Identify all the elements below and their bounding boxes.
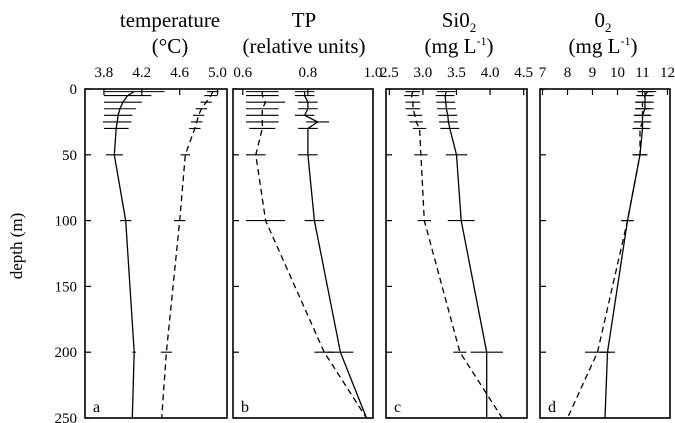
panel-b-x-tick-label: 1.0 <box>364 65 383 81</box>
panel-b-x-tick-label: 0.6 <box>233 65 252 81</box>
y-tick-label: 150 <box>55 279 78 295</box>
panel-c-units: (mg L-1) <box>425 34 494 58</box>
panel-c-frame <box>385 88 528 419</box>
panel-d-title-main: 0 <box>595 8 606 32</box>
panel-d-series-solid <box>604 91 649 419</box>
panel-d-x-tick-label: 12 <box>660 65 675 81</box>
panel-a-x-tick-label: 4.6 <box>170 65 189 81</box>
y-axis-label: depth (m) <box>7 213 26 280</box>
panel-d-letter: d <box>548 399 556 416</box>
panel-c-x-tick-label: 2.5 <box>380 65 399 81</box>
panel-c-x-tick-label: 3.0 <box>414 65 433 81</box>
panel-c-title-main: Si0 <box>442 8 470 32</box>
panel-a-letter: a <box>93 399 100 416</box>
panel-b-units: (relative units) <box>242 34 365 58</box>
panel-d-x-tick-label: 9 <box>589 65 597 81</box>
panel-c-title: Si02 <box>442 8 477 35</box>
panel-c-series-dashed <box>410 91 503 419</box>
panel-c-units-pre: (mg L <box>425 34 477 58</box>
panel-d-frame <box>539 88 671 419</box>
panel-c-title-subscript: 2 <box>470 20 477 35</box>
panel-b-series-solid <box>303 91 368 419</box>
y-tick-label: 250 <box>55 411 78 423</box>
panel-a-temperature: temperature (°C) <box>120 8 220 58</box>
panel-d-x-tick-label: 8 <box>564 65 572 81</box>
plot-layer: 3.8 4.2 4.6 5.0 0 50 100 150 200 250 a 0.6 0.8 1.0 b 2.… <box>55 65 675 423</box>
panel-a-frame <box>84 88 228 419</box>
panel-d-title: 02 <box>595 8 612 35</box>
panel-d-units-pre: (mg L <box>569 34 621 58</box>
panel-a-series-dashed <box>161 91 214 419</box>
panel-d-oxygen: 02 (mg L-1) <box>569 8 638 58</box>
panel-d-x-tick-label: 7 <box>539 65 547 81</box>
panel-b-letter: b <box>241 399 249 416</box>
panel-b-series-dashed <box>255 91 368 419</box>
panel-b-x-tick-label: 0.8 <box>299 65 318 81</box>
y-tick-label: 0 <box>70 82 78 98</box>
panel-c-silica: Si02 (mg L-1) <box>425 8 494 58</box>
panel-c-units-post: ) <box>486 34 493 58</box>
panel-c-x-tick-label: 3.5 <box>447 65 466 81</box>
panel-d-x-tick-label: 10 <box>610 65 625 81</box>
panel-a-x-tick-label: 3.8 <box>95 65 114 81</box>
panel-d-units: (mg L-1) <box>569 34 638 58</box>
panel-a-x-tick-label: 4.2 <box>132 65 151 81</box>
panel-b-title: TP <box>292 8 317 32</box>
panel-a-x-tick-label: 5.0 <box>208 65 227 81</box>
panel-a-units: (°C) <box>152 34 188 58</box>
panel-c-series-solid <box>444 91 488 418</box>
panel-c-x-tick-label: 4.5 <box>514 65 533 81</box>
panel-c-units-sup: -1 <box>476 34 486 48</box>
panel-c-letter: c <box>394 399 401 416</box>
panel-d-title-subscript: 2 <box>605 20 612 35</box>
panel-a-title: temperature <box>120 8 220 32</box>
panel-d-units-post: ) <box>630 34 637 58</box>
panel-d-units-sup: -1 <box>620 34 630 48</box>
y-tick-label: 200 <box>55 345 78 361</box>
y-tick-label: 50 <box>62 148 77 164</box>
panel-b-frame <box>232 88 374 419</box>
panel-b-tp: TP (relative units) <box>242 8 365 58</box>
y-tick-label: 100 <box>55 214 78 230</box>
panel-c-x-tick-label: 4.0 <box>481 65 500 81</box>
panel-a-series-solid <box>113 91 135 419</box>
panel-d-x-tick-label: 11 <box>635 65 649 81</box>
